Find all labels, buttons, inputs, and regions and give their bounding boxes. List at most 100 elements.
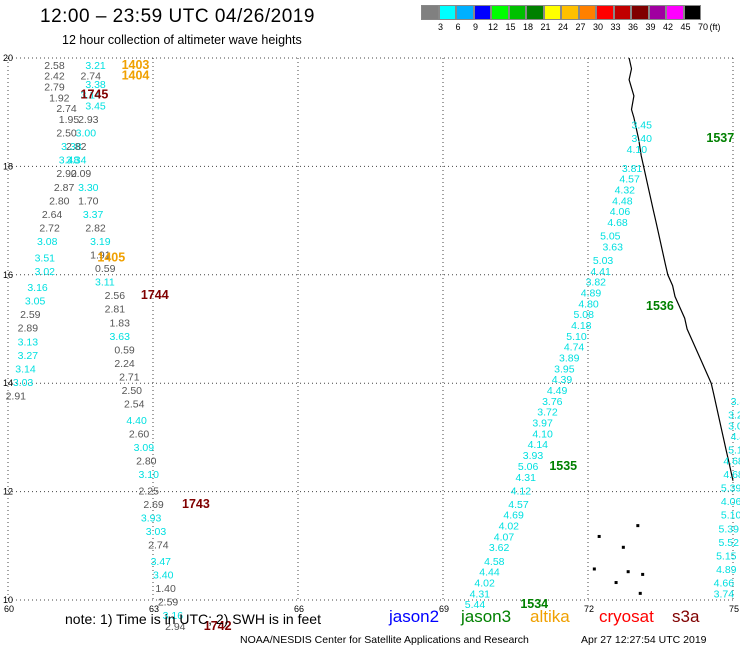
pass-time-label: 1537 — [706, 131, 734, 145]
wave-height-value: 2.24 — [114, 358, 135, 370]
wave-height-value: 2.59 — [158, 596, 179, 608]
wave-height-value: 4.80 — [578, 298, 599, 310]
wave-height-value: 5.44 — [465, 599, 486, 611]
wave-height-value: 3.10 — [139, 469, 160, 481]
wave-height-value: 3.82 — [586, 277, 607, 289]
island — [621, 545, 625, 549]
wave-height-value: 3.81 — [622, 163, 643, 175]
pass-time-label: 1405 — [97, 250, 125, 264]
colorbar-unit: (ft) — [709, 22, 721, 32]
wave-height-value: 3.27 — [18, 350, 39, 362]
lat-tick-label: 12 — [3, 487, 13, 497]
wave-height-value: 2.64 — [42, 209, 63, 221]
wave-height-value: 3.03 — [13, 377, 34, 389]
colorbar-label: 27 — [575, 22, 586, 32]
colorbar-swatch — [421, 5, 439, 20]
wave-height-value: 1.83 — [110, 317, 131, 329]
wave-height-value: 3.62 — [489, 542, 510, 554]
timestamp-text: Apr 27 12:27:54 UTC 2019 — [581, 634, 707, 646]
wave-height-value: 4.89 — [716, 564, 737, 576]
wave-height-value: 3.08 — [37, 236, 58, 248]
wave-height-value: 3.38 — [61, 141, 82, 153]
colorbar-swatch — [543, 5, 561, 20]
lat-tick-label: 18 — [3, 161, 13, 171]
wave-height-value: 4.49 — [547, 385, 568, 397]
wave-height-value: 4.02 — [474, 577, 495, 589]
wave-height-value: 3.93 — [523, 450, 544, 462]
wave-height-value: 3.09 — [134, 442, 155, 454]
wave-height-value: 4.41 — [590, 266, 611, 278]
wave-height-value: 4.57 — [619, 174, 640, 186]
wave-height-value: 4.39 — [552, 374, 573, 386]
colorbar-label: 45 — [680, 22, 691, 32]
colorbar-swatch — [491, 5, 509, 20]
wave-height-value: 3.40 — [632, 133, 653, 145]
island — [638, 591, 642, 595]
credit-text: NOAA/NESDIS Center for Satellite Applica… — [240, 634, 529, 646]
wave-height-value: 5.10 — [721, 510, 740, 522]
wave-height-value: 3.34 — [66, 155, 87, 167]
wave-height-value: 3.97 — [532, 418, 553, 430]
wave-height-value: 4.89 — [581, 287, 602, 299]
wave-height-value: 4.02 — [499, 521, 520, 533]
lon-tick-label: 69 — [439, 604, 449, 614]
lon-tick-label: 66 — [294, 604, 304, 614]
wave-height-value: 2.74 — [81, 71, 102, 83]
wave-height-value: 2.80 — [49, 195, 70, 207]
wave-height-value: 2.94 — [165, 621, 186, 633]
pass-time-label: 1403 — [122, 58, 150, 72]
wave-height-value: 3.51 — [35, 252, 56, 264]
wave-height-value: 4.07 — [494, 531, 515, 543]
island — [626, 570, 630, 574]
wave-height-value: 2.74 — [56, 103, 77, 115]
wave-height-value: 4.69 — [503, 510, 524, 522]
wave-height-value: 4.10 — [627, 144, 648, 156]
pass-time-label: 1744 — [141, 288, 169, 302]
wave-height-value: 3.74 — [714, 588, 735, 600]
pass-time-label: 1745 — [81, 88, 109, 102]
colorbar-label: 21 — [540, 22, 551, 32]
wave-height-value: 2.09 — [71, 168, 92, 180]
wave-height-value: 3.05 — [25, 296, 46, 308]
satellite-jason3: jason3 — [461, 607, 512, 626]
wave-height-value: 3.30 — [78, 182, 99, 194]
pass-time-label: 1534 — [520, 597, 548, 611]
colorbar-swatch — [473, 5, 491, 20]
pass-time-label: 1404 — [122, 69, 150, 83]
wave-height-value: 3.48 — [59, 155, 80, 167]
wave-height-value: 5.39 — [721, 483, 740, 495]
wave-height-value: 5.03 — [593, 255, 614, 267]
colorbar-label: 18 — [522, 22, 534, 32]
satellite-cryosat: cryosat — [599, 607, 654, 626]
colorbar-label: 33 — [610, 22, 621, 32]
wave-height-value: 4.44 — [479, 567, 500, 579]
coastline — [628, 57, 734, 481]
wave-height-value: 3.04 — [728, 420, 740, 432]
wave-height-value: 4.06 — [721, 496, 740, 508]
wave-height-value: 4.68 — [723, 469, 740, 481]
wave-height-value: 4.31 — [470, 588, 491, 600]
wave-height-value: 3.45 — [85, 100, 106, 112]
wave-height-value: 3.29 — [728, 409, 740, 421]
lat-tick-label: 16 — [3, 270, 13, 280]
wave-height-value: 3.76 — [542, 396, 563, 408]
wave-height-value: 4.68 — [607, 217, 628, 229]
wave-height-value: 2.69 — [143, 499, 164, 511]
colorbar-label: 30 — [592, 22, 604, 32]
wave-height-value: 1.70 — [78, 195, 99, 207]
satellite-s3a: s3a — [672, 607, 700, 626]
colorbar-label: 24 — [557, 22, 569, 32]
wave-height-value: 5.08 — [574, 309, 595, 321]
colorbar-label: 42 — [662, 22, 674, 32]
lon-tick-label: 75 — [729, 604, 739, 614]
wave-height-value: 4.66 — [714, 577, 735, 589]
wave-height-value: 3.21 — [85, 60, 106, 72]
lon-tick-label: 72 — [584, 604, 594, 614]
wave-height-value: 4.48 — [612, 195, 633, 207]
wave-height-value: 3.14 — [15, 363, 36, 375]
colorbar-swatch — [631, 5, 649, 20]
wave-height-value: 5.52 — [719, 537, 740, 549]
wave-height-value: 2.81 — [105, 304, 126, 316]
colorbar-label: 12 — [487, 22, 499, 32]
